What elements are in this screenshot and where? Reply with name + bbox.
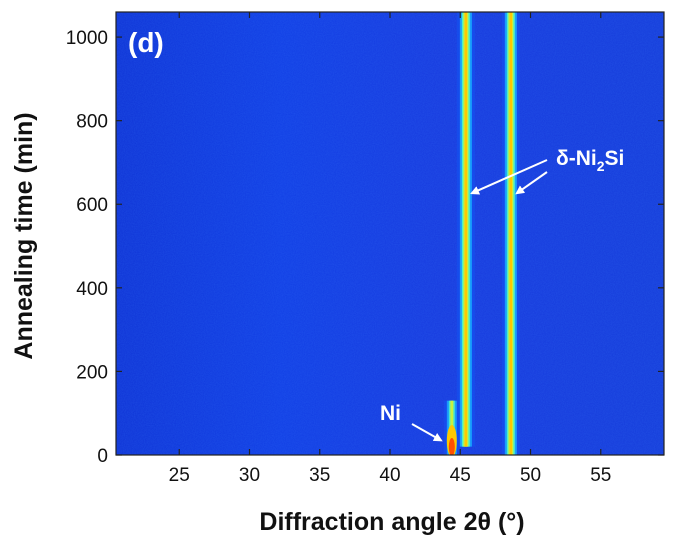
peak-band-1-layer-4 [464, 12, 468, 447]
heatmap-noise [116, 12, 664, 455]
annotation-arrow-0-0 [411, 423, 443, 442]
ni-peak-core [448, 438, 455, 455]
annotation-arrow-1-1 [515, 171, 548, 195]
y-tick-label-800: 800 [76, 112, 108, 133]
y-tick-label-0: 0 [97, 446, 108, 467]
plot-area [116, 12, 664, 455]
peak-band-2 [501, 12, 520, 455]
peak-band-2-layer-4 [509, 12, 513, 455]
x-axis-title: Diffraction angle 2θ (°) [259, 508, 524, 536]
annotation-label-1: δ-Ni2Si [556, 147, 624, 174]
x-tick-label-25: 25 [169, 465, 190, 486]
peak-band-1 [456, 12, 475, 447]
x-tick-label-45: 45 [450, 465, 471, 486]
peak-band-0 [443, 400, 460, 455]
x-tick-label-30: 30 [239, 465, 260, 486]
x-tick-label-50: 50 [520, 465, 541, 486]
y-tick-label-200: 200 [76, 362, 108, 383]
y-tick-label-400: 400 [76, 279, 108, 300]
axis-ticks [116, 12, 664, 456]
annotation-arrow-1-0 [470, 159, 548, 195]
annotation-label-0: Ni [380, 402, 401, 425]
x-tick-label-55: 55 [590, 465, 611, 486]
y-tick-label-600: 600 [76, 195, 108, 216]
x-tick-label-40: 40 [379, 465, 400, 486]
y-axis-title: Annealing time (min) [10, 112, 38, 359]
panel-label: (d) [128, 27, 164, 58]
x-tick-label-35: 35 [309, 465, 330, 486]
tick-labels: 25 30 35 40 45 50 55 0 200 400 600 800 1000 [66, 28, 612, 486]
y-tick-label-1000: 1000 [66, 28, 108, 49]
annotations: Ni δ-Ni2Si [380, 147, 624, 442]
